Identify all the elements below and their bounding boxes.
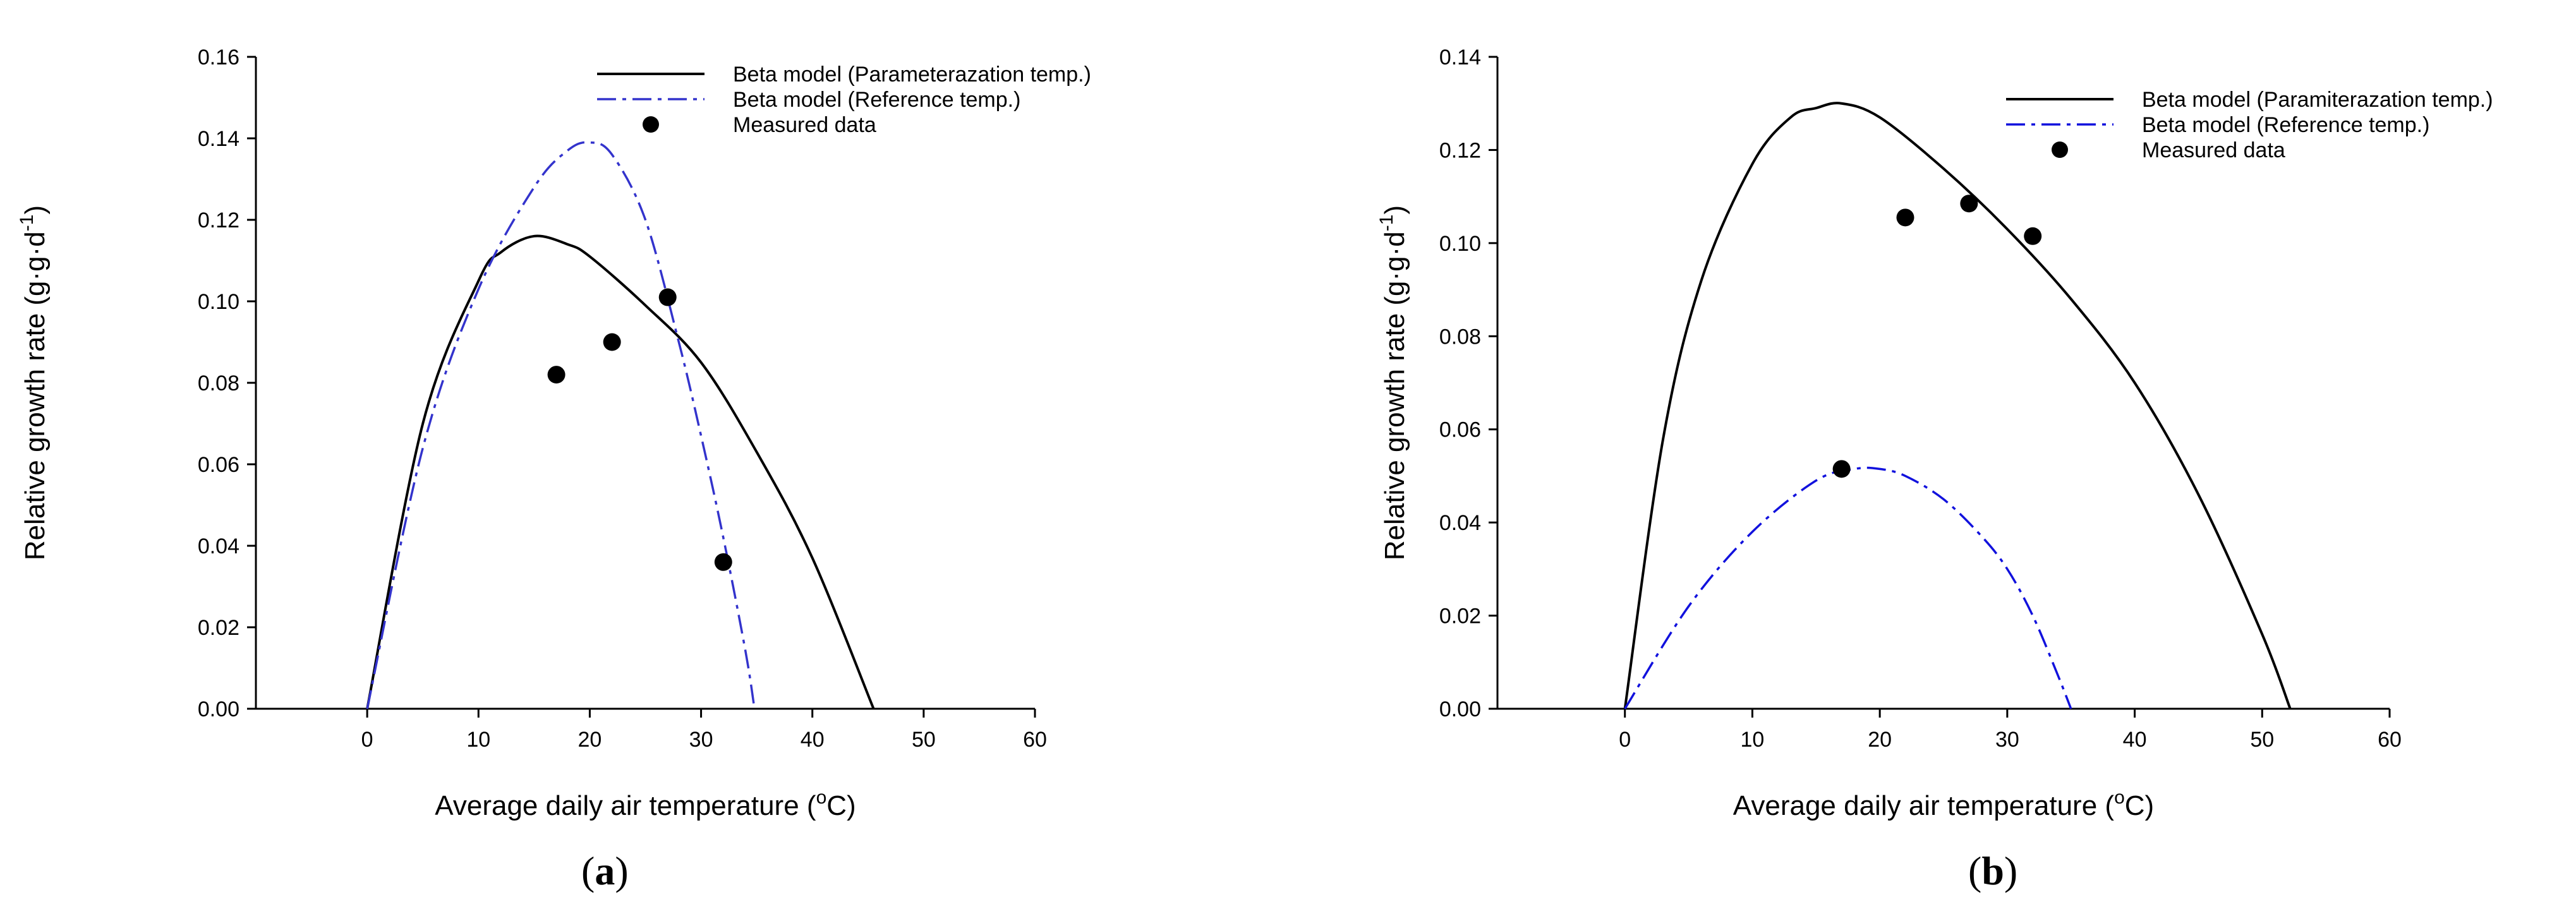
x-tick-label: 50 [912, 728, 936, 752]
x-axis-label-text: Average daily air temperature ( [435, 790, 816, 821]
chart-panel-a: 0 10 20 30 40 50 60 0.00 0.02 0.04 0.06 0.08 0.10 0.1… [16, 45, 1091, 893]
y-axis-label-unit: ) [20, 205, 51, 215]
y-tick-label: 0.10 [1439, 232, 1481, 256]
legend-label: Measured data [733, 113, 876, 137]
panel-label-open-paren: ( [1968, 848, 1981, 893]
series-line-reference [366, 141, 756, 709]
panel-label-letter: b [1981, 848, 2004, 893]
y-tick-label: 0.02 [1439, 605, 1481, 629]
x-axis-label-unit: C) [826, 790, 856, 821]
y-tick-label: 0.12 [1439, 138, 1481, 162]
legend-label: Beta model (Reference temp.) [733, 88, 1020, 112]
legend-label: Beta model (Paramiterazation temp.) [2142, 88, 2493, 112]
x-axis-label-text: Average daily air temperature ( [1733, 790, 2115, 821]
x-axis-label: Average daily air temperature (oC) [435, 787, 856, 821]
panel-label-letter: a [595, 848, 615, 893]
measured-data-point [603, 333, 621, 351]
measured-data-point [2024, 227, 2042, 245]
measured-data-point [1960, 195, 1978, 213]
x-tick-label: 60 [2378, 728, 2402, 752]
x-tick-label: 40 [801, 728, 825, 752]
series-line-parameterization [366, 234, 875, 709]
x-axis-label-superscript: o [816, 787, 827, 808]
x-axis-label-superscript: o [2114, 787, 2125, 808]
x-tick-label: 30 [1995, 728, 2019, 752]
y-tick-label: 0.08 [1439, 325, 1481, 349]
x-tick-label: 60 [1023, 728, 1047, 752]
x-axis-label: Average daily air temperature (oC) [1733, 787, 2154, 821]
legend-marker-measured [2052, 141, 2068, 158]
y-tick-label: 0.14 [1439, 45, 1481, 69]
x-tick-label: 0 [361, 728, 373, 752]
measured-data-point [1832, 460, 1851, 478]
y-axis-label-superscript: -1 [16, 215, 37, 232]
x-tick-label: 30 [689, 728, 713, 752]
series-line-reference [1624, 466, 2072, 709]
y-tick-label: 0.14 [198, 127, 239, 151]
panel-label: (b) [1968, 848, 2017, 893]
y-tick-label: 0.02 [198, 616, 239, 640]
measured-data-point [714, 553, 732, 571]
y-tick-label: 0.16 [198, 45, 239, 69]
y-tick-label: 0.04 [198, 534, 239, 558]
x-tick-label: 0 [1619, 728, 1631, 752]
y-tick-label: 0.12 [198, 208, 239, 232]
x-tick-label: 10 [466, 728, 490, 752]
x-tick-label: 50 [2250, 728, 2274, 752]
panel-label-close-paren: ) [2004, 848, 2017, 893]
y-axis-label-superscript: -1 [1376, 215, 1397, 232]
legend-label: Beta model (Parameterazation temp.) [733, 63, 1091, 87]
y-axis-label-text: Relative growth rate (g·g·d [1379, 231, 1410, 560]
y-axis-label: Relative growth rate (g·g·d-1) [1376, 205, 1410, 560]
y-axis-label: Relative growth rate (g·g·d-1) [16, 205, 51, 560]
series-line-parameterization [1623, 102, 2292, 709]
panel-label-open-paren: ( [581, 848, 595, 893]
panel-label: (a) [581, 848, 629, 893]
x-tick-label: 20 [578, 728, 602, 752]
y-axis-label-unit: ) [1379, 205, 1410, 215]
y-tick-label: 0.08 [198, 371, 239, 395]
x-tick-label: 40 [2123, 728, 2147, 752]
legend-label: Beta model (Reference temp.) [2142, 113, 2429, 137]
x-tick-label: 20 [1868, 728, 1892, 752]
legend-marker-measured [643, 116, 659, 133]
measured-data-point [658, 288, 677, 306]
y-tick-label: 0.04 [1439, 511, 1481, 535]
measured-data-point [547, 366, 565, 384]
y-tick-label: 0.06 [1439, 418, 1481, 442]
y-axis-label-text: Relative growth rate (g·g·d [20, 231, 51, 560]
y-tick-label: 0.00 [198, 697, 239, 721]
x-tick-label: 10 [1741, 728, 1765, 752]
y-tick-label: 0.10 [198, 290, 239, 314]
panel-label-close-paren: ) [615, 848, 628, 893]
measured-data-point [1896, 208, 1914, 227]
legend-label: Measured data [2142, 138, 2285, 162]
y-tick-label: 0.00 [1439, 697, 1481, 721]
chart-panel-b: 0 10 20 30 40 50 60 0.00 0.02 0.04 0.06 0.08 0.10 0.1… [1376, 45, 2493, 893]
x-axis-label-unit: C) [2125, 790, 2154, 821]
y-tick-label: 0.06 [198, 453, 239, 477]
